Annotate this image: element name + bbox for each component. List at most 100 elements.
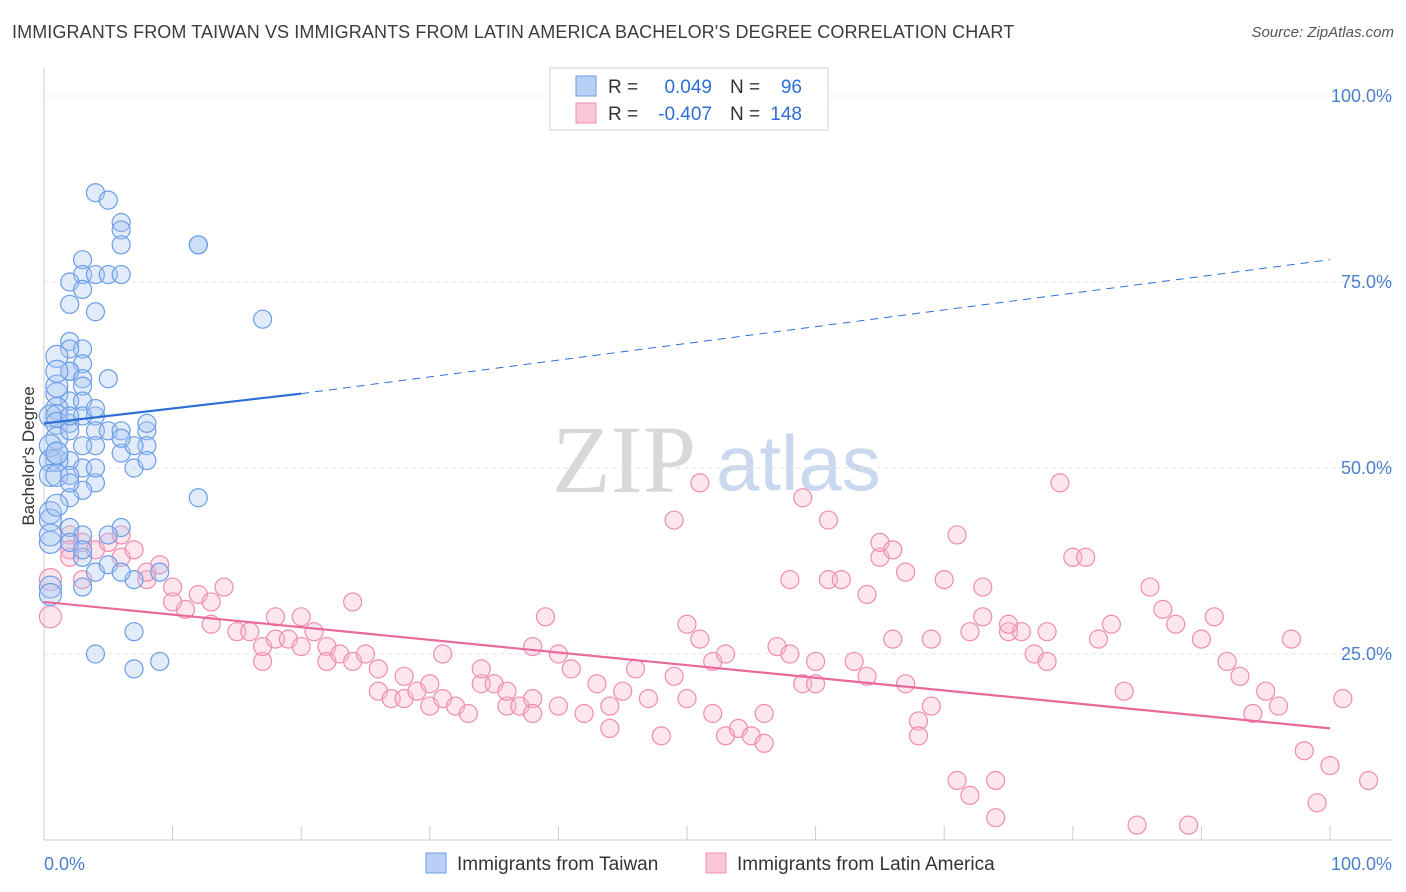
latin-america-point	[1320, 755, 1340, 776]
legend-r-value-latin-america: -0.407	[658, 104, 712, 125]
stats-legend: R = 0.049 N = 96 R = -0.407 N = 148	[549, 67, 829, 131]
taiwan-point	[60, 488, 80, 508]
taiwan-point	[72, 577, 93, 597]
latin-america-point	[921, 629, 941, 649]
latin-america-point	[523, 703, 543, 724]
latin-america-point	[433, 644, 453, 664]
latin-america-point	[986, 808, 1006, 828]
latin-america-point	[947, 525, 967, 545]
latin-america-point	[574, 703, 594, 724]
latin-america-point	[1204, 607, 1224, 627]
latin-america-point	[934, 569, 954, 590]
latin-america-point	[831, 569, 851, 590]
x-tick-label-max: 100.0%	[1331, 854, 1392, 874]
taiwan-point	[72, 540, 93, 560]
taiwan-point	[85, 398, 106, 419]
latin-america-point	[793, 488, 813, 508]
taiwan-point	[137, 450, 157, 471]
taiwan-point	[111, 428, 131, 448]
latin-america-point	[304, 622, 324, 642]
latin-america-point	[1140, 577, 1160, 597]
latin-america-point	[1166, 614, 1186, 634]
taiwan-point	[60, 294, 80, 314]
legend-n-value-taiwan: 96	[781, 77, 802, 98]
grid-lines	[44, 95, 1392, 655]
latin-america-point	[780, 569, 800, 590]
latin-america-point	[960, 785, 980, 805]
latin-america-point	[703, 703, 723, 724]
latin-america-point	[471, 659, 491, 679]
taiwan-point	[253, 309, 273, 329]
taiwan-point	[45, 359, 69, 383]
latin-america-point	[1127, 815, 1147, 835]
taiwan-point	[111, 212, 131, 233]
latin-america-point	[664, 666, 684, 686]
x-tick-label-min: 0.0%	[44, 854, 85, 874]
taiwan-point	[72, 547, 93, 567]
taiwan-point	[111, 562, 131, 582]
taiwan-point	[60, 465, 80, 486]
taiwan-point	[188, 488, 208, 508]
latin-america-point	[857, 584, 877, 605]
latin-america-point	[1037, 651, 1057, 672]
latin-america-point	[896, 674, 916, 694]
latin-america-point	[523, 636, 543, 657]
latin-america-point	[291, 607, 311, 627]
latin-america-point	[677, 689, 697, 709]
taiwan-point	[72, 279, 93, 300]
latin-america-point	[1088, 629, 1109, 649]
taiwan-point	[38, 582, 63, 607]
series-taiwan-points	[38, 183, 273, 679]
latin-america-point	[253, 651, 273, 672]
taiwan-point	[38, 463, 63, 488]
latin-america-point	[124, 540, 144, 560]
latin-america-point	[175, 599, 196, 619]
watermark-atlas: atlas	[716, 419, 881, 507]
latin-america-point	[201, 592, 221, 612]
latin-america-point	[1307, 793, 1327, 813]
latin-america-point	[613, 681, 633, 701]
y-tick-label-75: 75.0%	[1341, 272, 1392, 292]
legend-swatch-taiwan	[575, 75, 597, 97]
latin-america-point	[1191, 629, 1212, 649]
latin-america-point	[677, 614, 697, 634]
y-tick-labels: 100.0% 75.0% 50.0% 25.0%	[1331, 86, 1392, 664]
latin-america-point	[780, 644, 800, 664]
latin-america-point	[1256, 681, 1276, 701]
latin-america-point	[394, 666, 414, 686]
latin-america-point	[1037, 622, 1057, 642]
legend-n-label-taiwan: N =	[730, 77, 760, 98]
latin-america-point	[587, 674, 607, 694]
taiwan-point	[111, 220, 131, 240]
bottom-legend-swatch-latin-america	[705, 852, 727, 874]
latin-america-point	[600, 696, 620, 716]
taiwan-point	[111, 264, 131, 285]
latin-america-trend-line	[43, 600, 1331, 730]
taiwan-point	[137, 421, 157, 441]
taiwan-point	[60, 473, 80, 493]
legend-r-value-taiwan: 0.049	[664, 77, 712, 98]
latin-america-point	[1243, 703, 1263, 724]
latin-america-point	[998, 614, 1019, 634]
taiwan-point	[72, 369, 93, 389]
taiwan-point	[111, 421, 131, 441]
latin-america-point	[921, 696, 941, 716]
latin-america-point	[420, 674, 440, 694]
latin-america-point	[638, 689, 659, 709]
taiwan-point	[38, 523, 63, 547]
latin-america-point	[523, 689, 543, 709]
watermark-zip: ZIP	[552, 406, 696, 513]
latin-america-point	[960, 622, 980, 642]
latin-america-point	[240, 622, 260, 642]
latin-america-point	[561, 659, 581, 679]
latin-america-point	[1050, 473, 1070, 493]
series-latin-america-points	[38, 473, 1379, 835]
legend-r-label-latin-america: R =	[608, 104, 638, 125]
trend-lines	[43, 259, 1331, 730]
latin-america-point	[458, 703, 478, 724]
latin-america-point	[1281, 629, 1302, 649]
x-axis-ticks	[43, 826, 1331, 840]
latin-america-point	[690, 473, 710, 493]
latin-america-point	[625, 659, 646, 679]
bottom-legend-label-latin-america: Immigrants from Latin America	[737, 854, 995, 875]
